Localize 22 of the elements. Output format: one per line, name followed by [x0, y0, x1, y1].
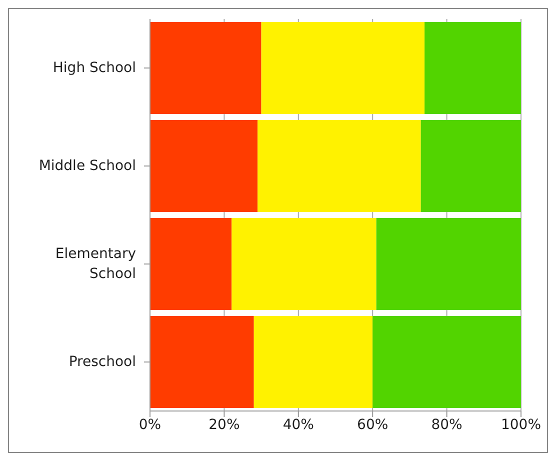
bar	[424, 22, 521, 114]
y-tick-label: Elementary School	[55, 246, 136, 282]
bar	[150, 22, 262, 114]
bar	[150, 316, 254, 408]
y-tick-label: High School	[52, 60, 136, 76]
x-tick-label: 0%	[138, 416, 162, 433]
x-tick-label: 100%	[500, 416, 542, 433]
bar	[150, 218, 232, 310]
bar	[261, 22, 425, 114]
y-tick-label: Middle School	[38, 158, 136, 174]
x-tick-label: 20%	[208, 416, 240, 433]
bar	[258, 120, 421, 212]
bar	[420, 120, 521, 212]
x-tick-label: 60%	[357, 416, 388, 433]
bar	[372, 316, 521, 408]
x-tick-label: 40%	[282, 416, 314, 433]
bar	[150, 120, 258, 212]
bar	[254, 316, 373, 408]
bar	[376, 218, 521, 310]
bar	[232, 218, 376, 310]
x-tick-label: 80%	[431, 416, 462, 433]
y-tick-label: Preschool	[68, 354, 136, 370]
